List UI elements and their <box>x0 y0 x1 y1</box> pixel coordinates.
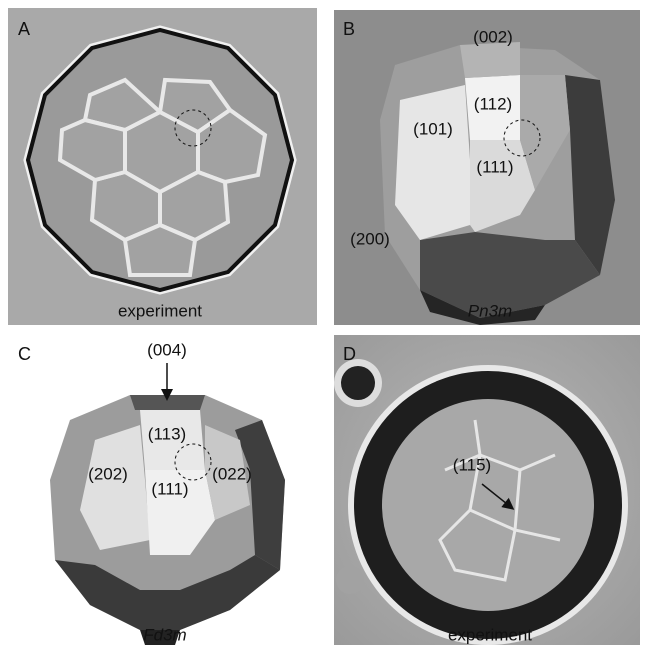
facet <box>460 42 520 78</box>
panel-label: C <box>18 344 31 364</box>
annotation: (113) <box>148 424 186 443</box>
annotation: (115) <box>453 455 491 474</box>
panel-label: B <box>343 19 355 39</box>
crystal <box>368 385 608 625</box>
caption: experiment <box>118 301 202 320</box>
annotation: (004) <box>147 340 187 359</box>
annotation: (002) <box>473 27 513 46</box>
annotation: (022) <box>212 464 252 483</box>
panel-a: A experiment <box>8 8 317 325</box>
bubble <box>341 366 375 400</box>
panel-label: A <box>18 19 30 39</box>
panel-b: B (002) (112) (101) (111) (200) Pn3m <box>334 10 640 325</box>
annotation: (112) <box>474 94 512 113</box>
annotation: (202) <box>88 464 128 483</box>
annotation: (101) <box>413 119 453 138</box>
panel-label: D <box>343 344 356 364</box>
annotation: (111) <box>151 479 188 498</box>
bubble <box>336 566 364 594</box>
annotation: (200) <box>350 229 390 248</box>
panel-c: C (004) (113) (202) (111) (022) Fd3m <box>8 335 318 645</box>
caption: Fd3m <box>143 625 186 644</box>
annotation: (111) <box>476 157 513 176</box>
caption: Pn3m <box>468 301 512 320</box>
caption: experiment <box>448 625 532 644</box>
facet <box>395 85 470 240</box>
panel-d: D (115) experiment <box>334 335 640 645</box>
figure: A experiment B (002) (112) (101) (111) (… <box>0 0 646 649</box>
